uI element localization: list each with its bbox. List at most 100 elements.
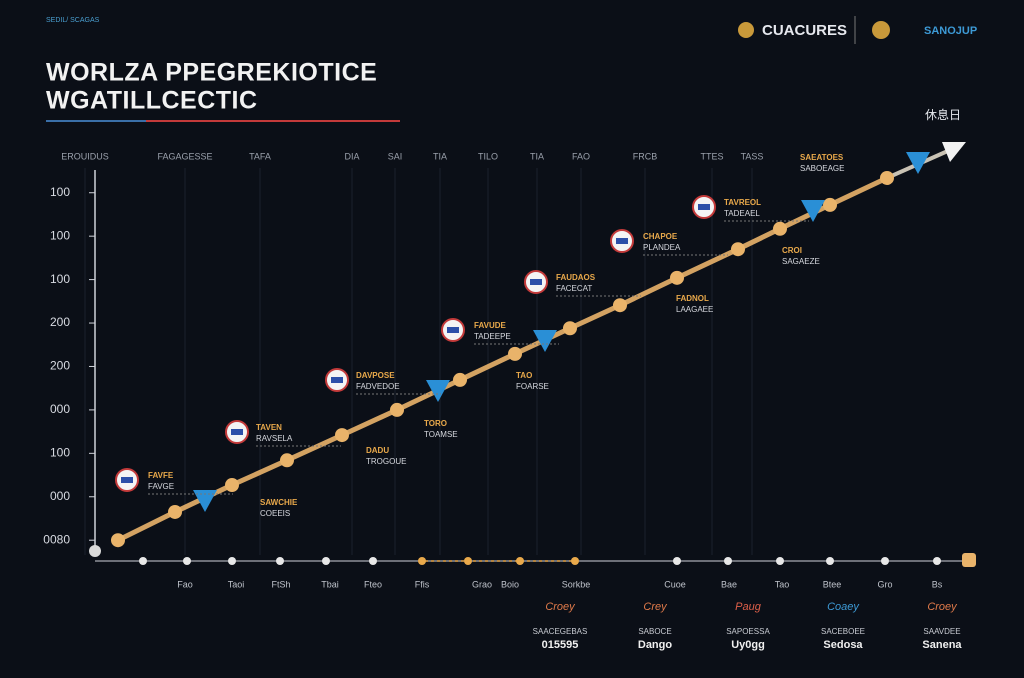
axis-dot	[571, 557, 579, 565]
point	[563, 321, 577, 336]
axis-dot	[516, 557, 524, 565]
y-tick-label: 100	[50, 228, 70, 242]
logo	[738, 22, 754, 38]
flag-band	[698, 204, 710, 210]
x-tick-label: Grao	[472, 579, 492, 589]
footer-value: 015595	[542, 639, 579, 651]
axis-dot	[881, 557, 889, 565]
column-label: FRCB	[633, 151, 658, 161]
title-line: WORLZA PPEGREKIOTICE	[46, 59, 377, 87]
x-tick-label: Sorkbe	[562, 579, 591, 589]
annotation-text: SABOEAGE	[800, 164, 844, 173]
footer-text: SAPOESSA	[726, 627, 770, 636]
annotation-text: FAVGE	[148, 482, 174, 491]
x-tick-label: Bae	[721, 579, 737, 589]
axis-dot	[183, 557, 191, 565]
y-tick-label: 0080	[43, 532, 70, 546]
annotation-text: TROGOUE	[366, 457, 406, 466]
point	[390, 402, 404, 417]
footer-value: Uy0gg	[731, 639, 765, 651]
y-tick-label: 100	[50, 446, 70, 460]
point	[335, 428, 349, 443]
annotation-text: TADEEPE	[474, 332, 511, 341]
flag-band	[616, 238, 628, 244]
y-tick-label: 100	[50, 272, 70, 286]
arrow-head	[942, 142, 966, 162]
y-tick-label: 000	[50, 402, 70, 416]
column-label: TAFA	[249, 151, 271, 161]
marker	[533, 330, 557, 352]
axis-dot	[418, 557, 426, 565]
annotation-title: TAVREOL	[724, 198, 761, 207]
column-label: TIA	[433, 151, 447, 161]
annotation-title: CHAPOE	[643, 232, 678, 241]
footer-title: Croey	[927, 601, 958, 613]
x-tick-label: Tao	[775, 579, 790, 589]
annotation-title: DADU	[366, 446, 389, 455]
x-tick-label: Boio	[501, 579, 519, 589]
logo	[872, 21, 890, 39]
annotation-text: RAVSELA	[256, 434, 293, 443]
annotation-title: TORO	[424, 419, 447, 428]
annotation-text: LAAGAEE	[676, 305, 713, 314]
annotation-text: TOAMSE	[424, 430, 458, 439]
column-label: TTES	[700, 151, 723, 161]
annotation-text: FACECAT	[556, 284, 592, 293]
column-label: TILO	[478, 151, 498, 161]
column-label: FAGAGESSE	[157, 151, 212, 161]
x-tick-label: Ffis	[415, 579, 430, 589]
annotation-text: TADEAEL	[724, 209, 760, 218]
footer-title: Paug	[735, 601, 762, 613]
annotation-title: SAWCHIE	[260, 498, 298, 507]
annotation-text: COEEIS	[260, 509, 290, 518]
point	[670, 270, 684, 285]
annotation-title: FADNOL	[676, 294, 709, 303]
x-tick-label: Fao	[177, 579, 193, 589]
axis-dot	[228, 557, 236, 565]
axis-dot	[673, 557, 681, 565]
point	[880, 170, 894, 185]
annotation-text: FADVEDOE	[356, 382, 400, 391]
footer-text: SACEBOEE	[821, 627, 865, 636]
footer-value: Sedosa	[823, 639, 863, 651]
point	[111, 533, 125, 548]
axis-dot	[369, 557, 377, 565]
column-label: SAI	[388, 151, 403, 161]
column-label: TIA	[530, 151, 544, 161]
marker	[426, 380, 450, 402]
point	[508, 346, 522, 361]
axis-dot	[724, 557, 732, 565]
annotation-text: FOARSE	[516, 382, 549, 391]
axis-dot	[826, 557, 834, 565]
marker	[906, 152, 930, 174]
annotation-title: FAVUDE	[474, 321, 507, 330]
annotation-title: FAUDAOS	[556, 273, 596, 282]
axis-dot	[139, 557, 147, 565]
kicker: SEDIL/ SCAGAS	[46, 17, 100, 24]
axis-dot	[322, 557, 330, 565]
footer-value: Sanena	[922, 639, 962, 651]
y-tick-label: 000	[50, 489, 70, 503]
point	[168, 504, 182, 519]
brand: CUACURES	[762, 22, 847, 39]
point	[613, 298, 627, 313]
flag-band	[530, 279, 542, 285]
x-tick-label: Taoi	[228, 579, 245, 589]
y-tick-label: 100	[50, 185, 70, 199]
annotation-title: TAVEN	[256, 423, 282, 432]
point	[823, 197, 837, 212]
footer-title: Croey	[545, 601, 576, 613]
axis-dot	[464, 557, 472, 565]
flag-band	[231, 429, 243, 435]
title-line: WGATILLCECTIC	[46, 87, 258, 115]
column-label: DIA	[344, 151, 359, 161]
point	[280, 453, 294, 468]
footer-text: SABOCE	[638, 627, 671, 636]
flag-band	[447, 327, 459, 333]
x-tick-label: Gro	[877, 579, 892, 589]
point	[731, 242, 745, 257]
flag-band	[331, 377, 343, 383]
annotation-title: SAEATOES	[800, 153, 844, 162]
y-tick-label: 200	[50, 315, 70, 329]
